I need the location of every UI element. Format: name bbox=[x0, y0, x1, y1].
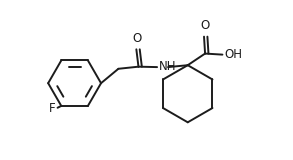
Text: OH: OH bbox=[224, 48, 243, 61]
Text: F: F bbox=[49, 102, 55, 115]
Text: O: O bbox=[200, 19, 210, 32]
Text: NH: NH bbox=[159, 60, 176, 72]
Text: O: O bbox=[132, 32, 142, 45]
